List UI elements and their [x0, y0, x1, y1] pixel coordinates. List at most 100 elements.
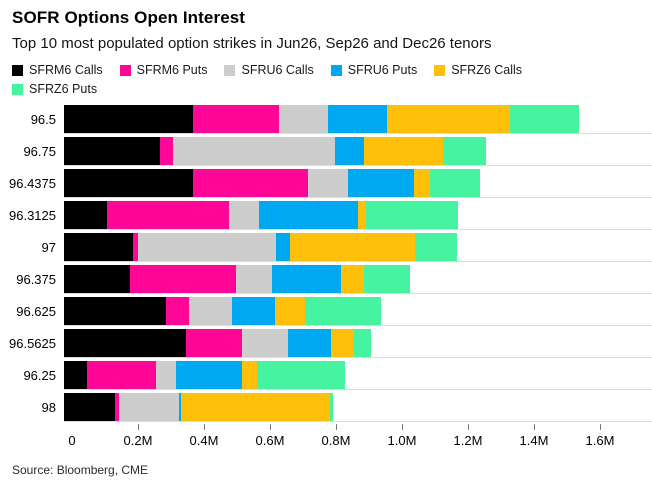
bar-segment-sfru6-puts: [179, 393, 181, 421]
legend: SFRM6 Calls SFRM6 Puts SFRU6 Calls SFRU6 Pu…: [12, 63, 577, 96]
x-axis-tick-label: 0.8M: [321, 433, 351, 448]
legend-label: SFRM6 Puts: [136, 63, 208, 77]
bar-segment-sfrz6-puts: [354, 329, 371, 357]
legend-swatch-icon: [224, 64, 236, 76]
bar-row: 96.75: [0, 135, 652, 167]
stacked-bar: [64, 393, 652, 421]
stacked-bar: [64, 105, 652, 133]
bar-segment-sfrm6-calls: [64, 265, 130, 293]
y-axis-label: 96.3125: [9, 207, 56, 223]
bar-segment-sfru6-calls: [242, 329, 288, 357]
stacked-bar: [64, 265, 652, 293]
legend-swatch-icon: [330, 64, 342, 76]
legend-item-sfrm6-puts: SFRM6 Puts: [119, 63, 208, 77]
y-axis-label: 96.625: [16, 303, 56, 319]
bar-row: 96.4375: [0, 167, 652, 199]
bar-row: 96.5625: [0, 327, 652, 359]
chart-subtitle: Top 10 most populated option strikes in …: [12, 35, 492, 52]
bar-segment-sfru6-calls: [173, 137, 335, 165]
bar-segment-sfrm6-puts: [160, 137, 173, 165]
bar-segment-sfru6-puts: [288, 329, 331, 357]
legend-swatch-icon: [12, 83, 23, 95]
bar-segment-sfrm6-calls: [64, 361, 87, 389]
bar-segment-sfrz6-puts: [305, 297, 381, 325]
x-axis-tick: [203, 424, 205, 430]
x-axis-tick: [137, 424, 139, 430]
y-axis-label: 96.25: [23, 367, 56, 383]
x-axis-tick: [533, 424, 535, 430]
bar-segment-sfrz6-puts: [364, 265, 410, 293]
bar-segment-sfrz6-calls: [290, 233, 415, 261]
bar-segment-sfru6-calls: [119, 393, 179, 421]
bar-segment-sfru6-puts: [176, 361, 242, 389]
bar-segment-sfru6-calls: [189, 297, 232, 325]
bar-segment-sfrm6-puts: [107, 201, 229, 229]
bar-segment-sfru6-puts: [276, 233, 290, 261]
y-axis-label: 96.4375: [9, 175, 56, 191]
y-axis-label: 96.375: [16, 271, 56, 287]
legend-label: SFRZ6 Calls: [451, 63, 523, 77]
bar-segment-sfrz6-calls: [387, 105, 510, 133]
bar-segment-sfrz6-puts: [443, 137, 486, 165]
bar-row: 96.3125: [0, 199, 652, 231]
bar-segment-sfrz6-calls: [341, 265, 364, 293]
stacked-bar: [64, 297, 652, 325]
chart-title: SOFR Options Open Interest: [12, 8, 246, 27]
bar-segment-sfrz6-puts: [415, 233, 457, 261]
y-axis-label: 97: [41, 239, 56, 255]
y-axis-label: 96.5625: [9, 335, 56, 351]
bar-segment-sfrm6-calls: [64, 393, 115, 421]
legend-label: SFRM6 Calls: [29, 63, 103, 77]
y-axis-label: 96.5: [30, 111, 56, 127]
bar-segment-sfrm6-calls: [64, 137, 160, 165]
bar-segment-sfru6-puts: [335, 137, 364, 165]
bar-segment-sfru6-calls: [138, 233, 276, 261]
bar-row: 96.625: [0, 295, 652, 327]
bar-segment-sfrm6-calls: [64, 105, 193, 133]
legend-item-sfru6-puts: SFRU6 Puts: [330, 63, 418, 77]
bar-segment-sfrm6-puts: [130, 265, 236, 293]
bar-segment-sfrm6-puts: [115, 393, 119, 421]
x-axis-tick-label: 0.2M: [123, 433, 153, 448]
stacked-bar: [64, 137, 652, 165]
bar-segment-sfru6-calls: [236, 265, 272, 293]
bar-row: 98: [0, 391, 652, 423]
x-axis-tick-label: 0.6M: [255, 433, 285, 448]
bar-segment-sfrm6-puts: [87, 361, 156, 389]
legend-item-sfrz6-puts: SFRZ6 Puts: [12, 82, 97, 96]
bar-segment-sfrm6-puts: [166, 297, 189, 325]
bar-segment-sfrm6-calls: [64, 233, 133, 261]
x-axis-tick: [335, 424, 337, 430]
bar-chart-area: 96.5 96.75 96.4375 96.3125 97 96.375 96.625 96.…: [0, 103, 652, 423]
bar-segment-sfru6-puts: [328, 105, 387, 133]
bar-segment-sfru6-puts: [259, 201, 358, 229]
x-axis-tick: [599, 424, 601, 430]
legend-label: SFRU6 Calls: [241, 63, 314, 77]
stacked-bar: [64, 329, 652, 357]
bar-segment-sfrm6-puts: [193, 169, 308, 197]
x-axis-tick: [467, 424, 469, 430]
legend-item-sfrz6-calls: SFRZ6 Calls: [434, 63, 522, 77]
stacked-bar: [64, 169, 652, 197]
bar-segment-sfrm6-calls: [64, 329, 186, 357]
x-axis-tick-label: 1.0M: [387, 433, 417, 448]
bar-segment-sfrm6-puts: [193, 105, 279, 133]
x-axis-tick: [401, 424, 403, 430]
legend-swatch-icon: [12, 64, 23, 76]
bar-segment-sfru6-puts: [348, 169, 414, 197]
bar-segment-sfru6-calls: [279, 105, 328, 133]
x-axis: 0 0.2M 0.4M 0.6M 0.8M 1.0M 1.2M 1.4M 1.6M: [68, 424, 652, 448]
bar-row: 96.25: [0, 359, 652, 391]
x-axis-tick-label: 0: [68, 433, 76, 448]
stacked-bar: [64, 201, 652, 229]
bar-segment-sfrm6-calls: [64, 169, 193, 197]
legend-label: SFRZ6 Puts: [29, 82, 98, 96]
x-axis-tick-label: 1.4M: [519, 433, 549, 448]
bar-row: 96.375: [0, 263, 652, 295]
legend-swatch-icon: [434, 64, 446, 76]
source-note: Source: Bloomberg, CME: [12, 463, 149, 477]
legend-item-sfru6-calls: SFRU6 Calls: [224, 63, 314, 77]
bar-segment-sfrm6-calls: [64, 297, 166, 325]
legend-label: SFRU6 Puts: [347, 63, 418, 77]
